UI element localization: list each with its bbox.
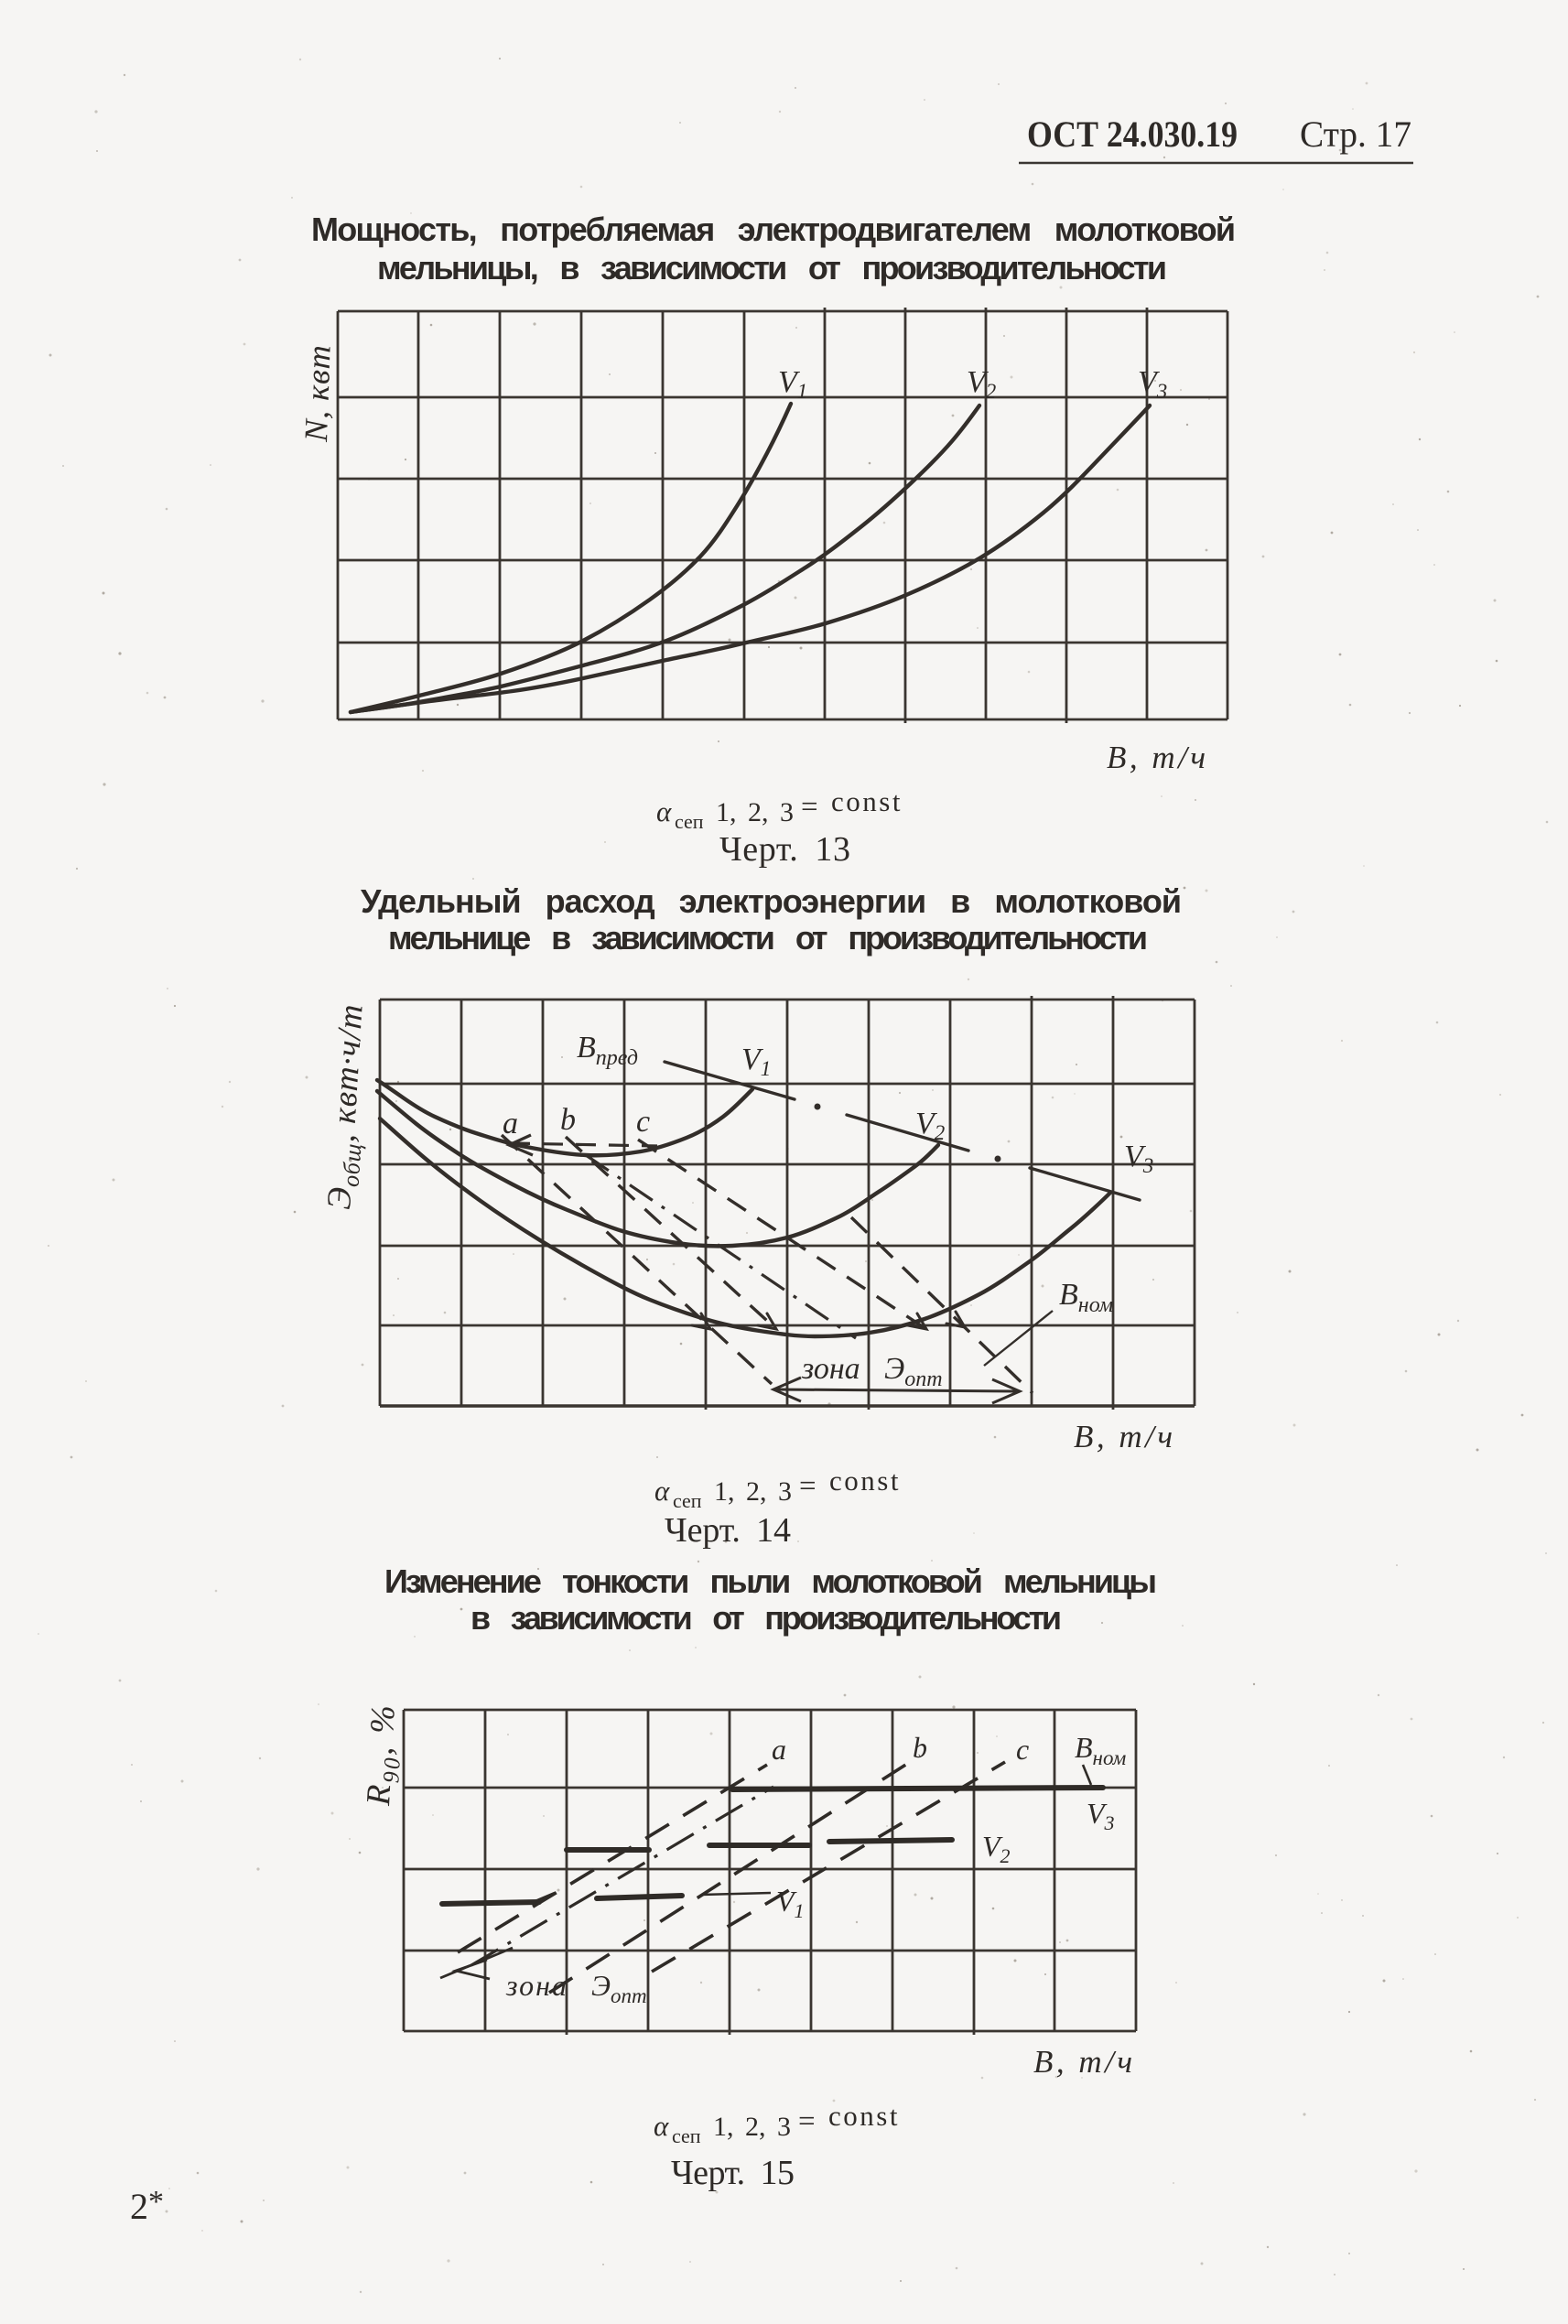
svg-text:Изменение тонкости пыли молотк: Изменение тонкости пыли молотковой мельн… <box>384 1562 1157 1600</box>
svg-text:Эопт: Эопт <box>591 1969 647 2007</box>
svg-text:2*: 2* <box>130 2185 164 2227</box>
svg-text:Вном: Вном <box>1075 1731 1127 1769</box>
svg-text:V3: V3 <box>1087 1797 1115 1834</box>
svg-text:const: const <box>829 1465 901 1497</box>
svg-text:зона: зона <box>801 1352 860 1386</box>
svg-text:зона: зона <box>505 1969 568 2002</box>
svg-text:мельницы, в зависимости от про: мельницы, в зависимости от производитель… <box>377 249 1167 286</box>
svg-text:Эопт: Эопт <box>884 1352 943 1391</box>
svg-text:Эобщ, квт·ч/т: Эобщ, квт·ч/т <box>320 1002 375 1210</box>
svg-text:Вном: Вном <box>1059 1278 1113 1317</box>
svg-text:Впред: Впред <box>577 1031 638 1070</box>
svg-text:R90, %: R90, % <box>360 1702 408 1808</box>
svg-text:c: c <box>636 1105 650 1139</box>
svg-text:α: α <box>654 1475 670 1507</box>
svg-text:Черт. 15: Черт. 15 <box>671 2154 795 2192</box>
svg-text:V3: V3 <box>1124 1140 1153 1177</box>
svg-text:в зависимости от производитель: в зависимости от производительности <box>470 1599 1062 1637</box>
svg-text:a: a <box>772 1733 786 1766</box>
svg-text:В, т/ч: В, т/ч <box>1033 2044 1136 2080</box>
svg-text:b: b <box>560 1103 576 1137</box>
svg-text:Мощность, потребляемая электро: Мощность, потребляемая электродвигателем… <box>311 211 1236 248</box>
svg-text:a: a <box>503 1107 518 1140</box>
svg-text:V3: V3 <box>1138 365 1167 403</box>
svg-text:α: α <box>656 795 672 827</box>
svg-text:1, 2, 3: 1, 2, 3 <box>716 797 794 827</box>
svg-text:V2: V2 <box>982 1830 1011 1867</box>
svg-text:const: const <box>828 2100 900 2132</box>
svg-text:В, т/ч: В, т/ч <box>1074 1419 1176 1454</box>
svg-text:Стр. 17: Стр. 17 <box>1300 113 1411 155</box>
svg-text:V2: V2 <box>915 1107 945 1144</box>
svg-text:сеп: сеп <box>675 810 704 833</box>
svg-text:сеп: сеп <box>673 1489 702 1512</box>
svg-text:=: = <box>801 791 818 824</box>
svg-text:c: c <box>1016 1733 1029 1766</box>
svg-text:Черт. 14: Черт. 14 <box>665 1511 791 1550</box>
svg-text:=: = <box>798 2105 816 2138</box>
svg-text:мельнице в зависимости от прои: мельнице в зависимости от производительн… <box>388 919 1148 957</box>
svg-text:α: α <box>654 2110 669 2142</box>
svg-text:const: const <box>831 785 903 817</box>
svg-text:сеп: сеп <box>672 2124 701 2147</box>
svg-text:1, 2, 3: 1, 2, 3 <box>714 1476 792 1507</box>
svg-text:V2: V2 <box>967 365 996 403</box>
svg-text:V1: V1 <box>741 1043 771 1080</box>
svg-text:В, т/ч: В, т/ч <box>1107 740 1209 775</box>
svg-text:b: b <box>913 1731 927 1764</box>
svg-text:Удельный расход электроэнергии: Удельный расход электроэнергии в молотко… <box>361 882 1182 920</box>
svg-text:V1: V1 <box>778 365 807 403</box>
svg-text:1, 2, 3: 1, 2, 3 <box>713 2112 791 2142</box>
svg-text:=: = <box>799 1470 816 1503</box>
svg-text:V1: V1 <box>776 1885 805 1922</box>
svg-text:Черт. 13: Черт. 13 <box>719 830 850 869</box>
svg-text:N, квт: N, квт <box>297 343 338 443</box>
svg-text:ОСТ 24.030.19: ОСТ 24.030.19 <box>1027 113 1238 155</box>
